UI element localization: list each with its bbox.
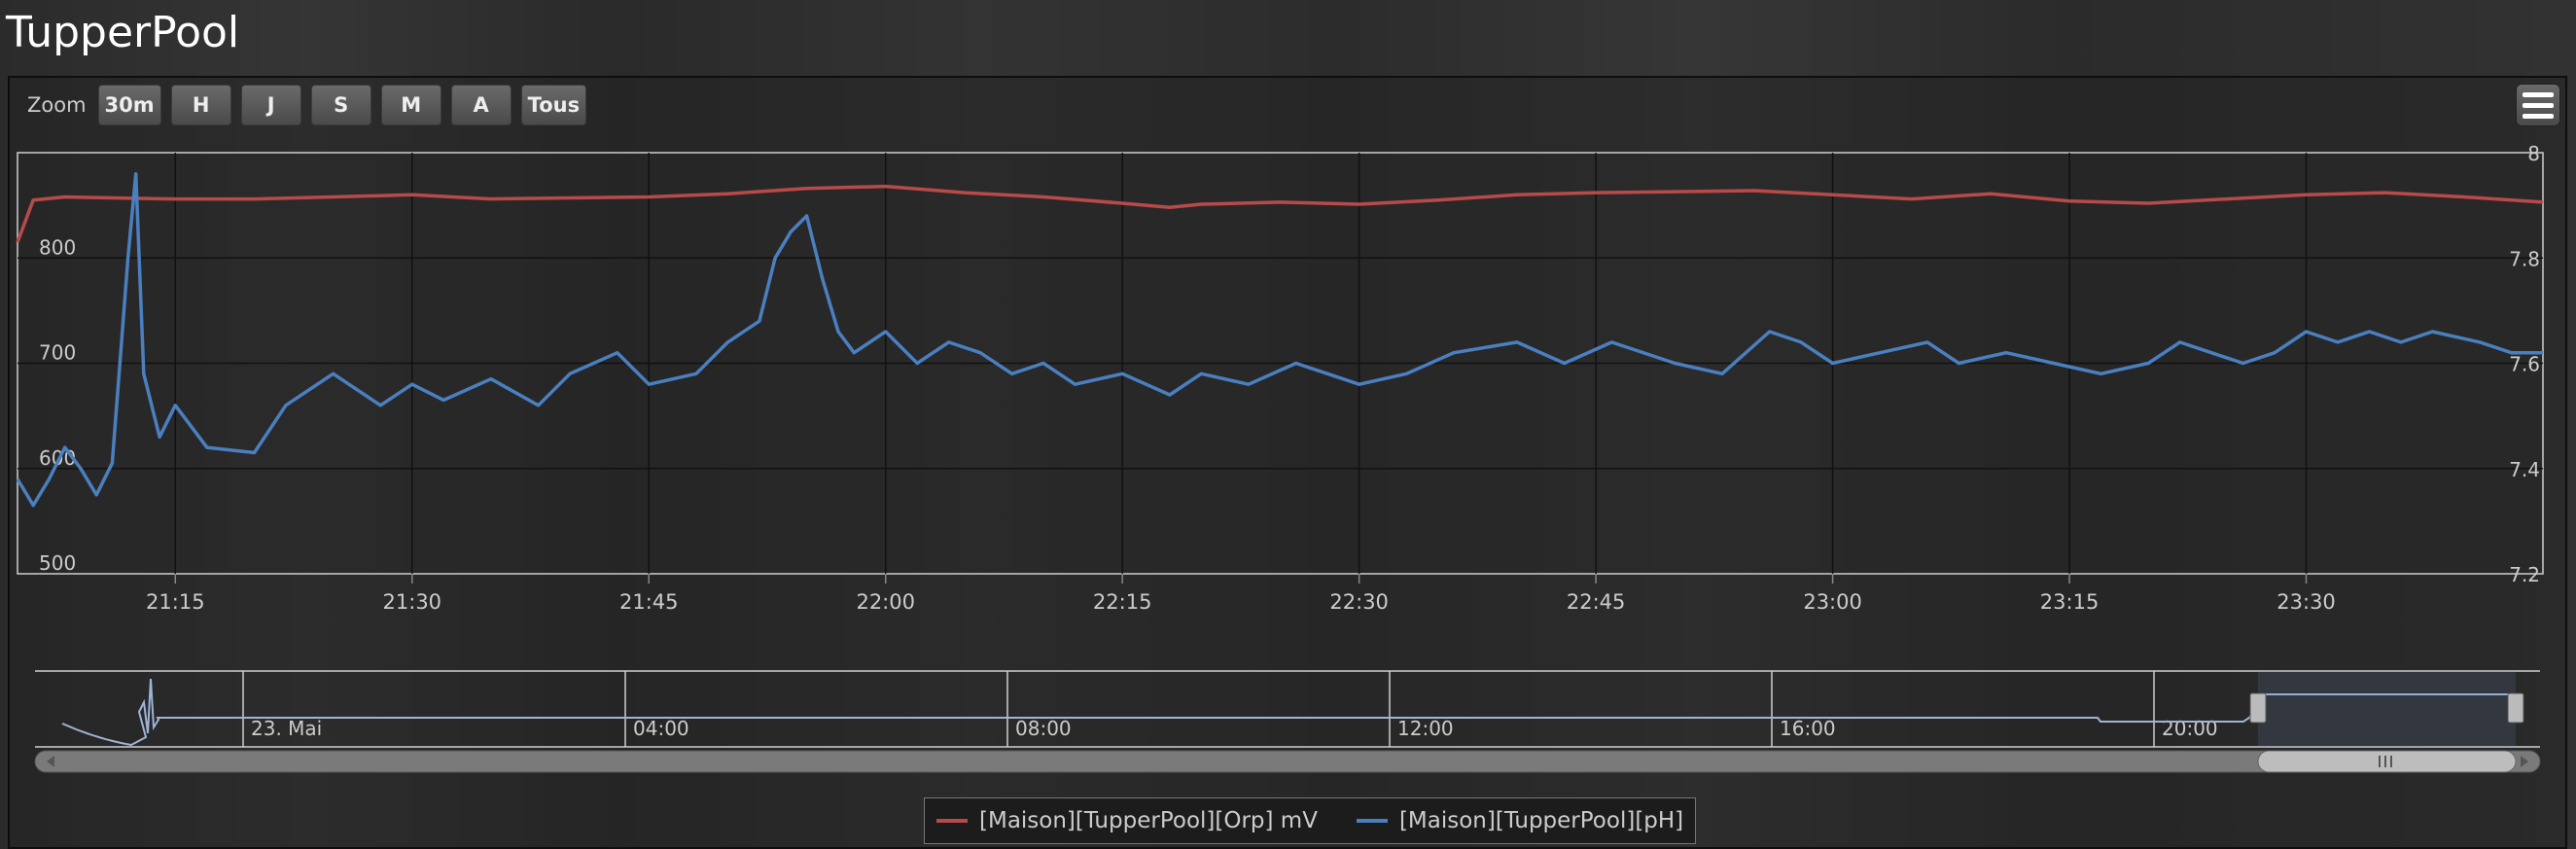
navigator-x-label: 04:00 — [633, 717, 689, 740]
x-tick-label: 22:30 — [1329, 590, 1389, 614]
x-tick-label: 21:30 — [383, 590, 442, 614]
y-tick-label-right: 8 — [2527, 142, 2540, 165]
y-tick-label-left: 700 — [39, 341, 76, 365]
navigator-handle-left — [2250, 693, 2266, 723]
legend-swatch-ph — [1357, 819, 1388, 823]
x-tick-label: 23:30 — [2276, 590, 2336, 614]
navigator-handle-right — [2508, 693, 2523, 723]
x-tick-label: 22:00 — [856, 590, 915, 614]
navigator-x-label: 12:00 — [1397, 717, 1454, 740]
legend-label-orp: [Maison][TupperPool][Orp] mV — [979, 808, 1318, 833]
navigator-series-line — [62, 679, 2519, 745]
navigator-x-label: 23. Mai — [251, 717, 322, 740]
scrollbar-thumb — [2258, 751, 2516, 772]
legend-swatch-orp — [936, 819, 968, 823]
x-tick-label: 22:15 — [1093, 590, 1152, 614]
x-axis: 21:15 21:30 21:45 22:00 22:15 22:30 22:45 23:00… — [146, 574, 2336, 614]
y-tick-label-left: 500 — [39, 551, 76, 575]
x-tick-label: 21:45 — [619, 590, 679, 614]
plot-grid — [18, 153, 2543, 574]
x-tick-label: 23:15 — [2040, 590, 2100, 614]
legend-item-ph[interactable]: [Maison][TupperPool][pH] — [1357, 808, 1683, 833]
x-tick-label: 23:00 — [1803, 590, 1862, 614]
navigator-x-label: 20:00 — [2162, 717, 2218, 740]
y-tick-label-right: 7.6 — [2509, 353, 2540, 376]
x-tick-label: 21:15 — [146, 590, 205, 614]
legend-label-ph: [Maison][TupperPool][pH] — [1399, 808, 1683, 833]
x-tick-label: 22:45 — [1567, 590, 1626, 614]
navigator-x-label: 08:00 — [1015, 717, 1072, 740]
y-tick-label-right: 7.2 — [2509, 563, 2540, 586]
y-tick-label-left: 800 — [39, 235, 76, 259]
y-tick-label-right: 7.8 — [2509, 247, 2540, 270]
navigator: 23. Mai 04:00 08:00 12:00 16:00 20:00 — [35, 671, 2540, 772]
scrollbar-track — [35, 751, 2540, 772]
navigator-x-label: 16:00 — [1780, 717, 1836, 740]
legend-item-orp[interactable]: [Maison][TupperPool][Orp] mV — [936, 808, 1318, 833]
y-tick-label-right: 7.4 — [2509, 458, 2540, 481]
navigator-selection — [2258, 671, 2516, 747]
legend: [Maison][TupperPool][Orp] mV [Maison][Tu… — [924, 797, 1696, 844]
